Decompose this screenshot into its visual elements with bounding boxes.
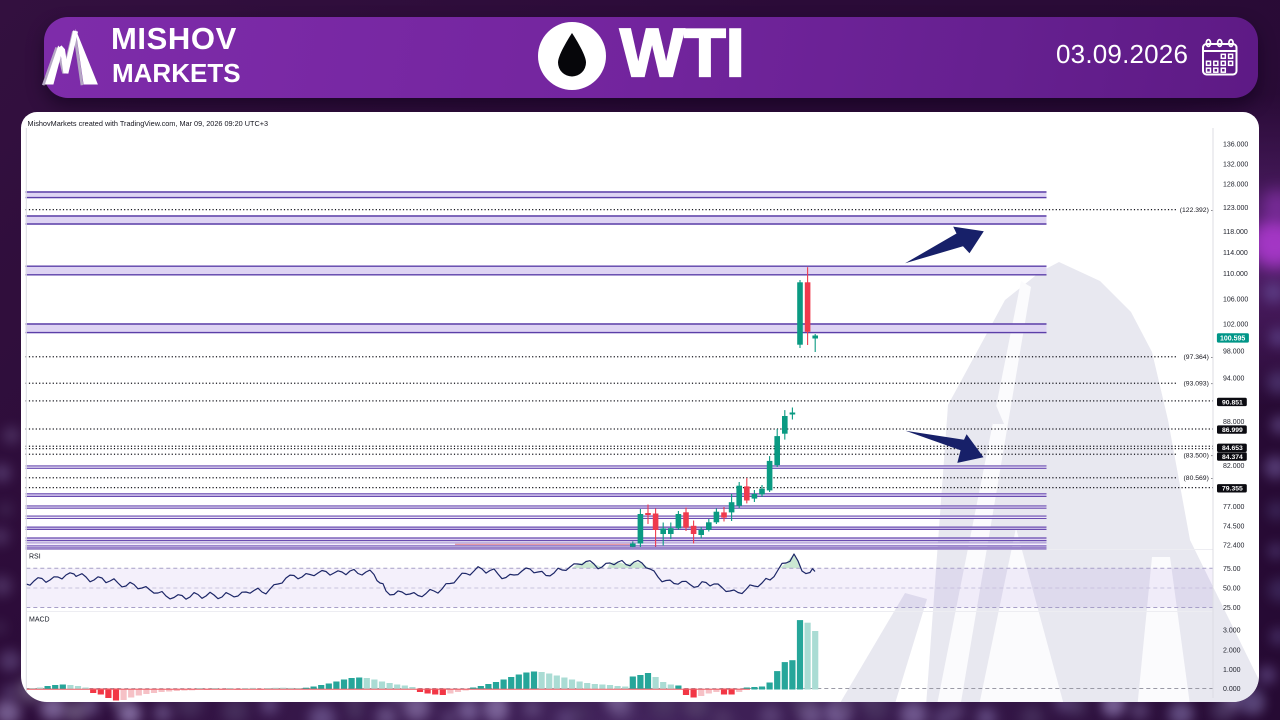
svg-text:(83.500) -: (83.500) -	[1184, 452, 1213, 459]
svg-text:MishovMarkets created with Tra: MishovMarkets created with TradingView.c…	[28, 119, 269, 128]
svg-text:25.00: 25.00	[1223, 605, 1241, 612]
svg-text:(122.392) -: (122.392) -	[1180, 207, 1213, 214]
svg-text:136.000: 136.000	[1223, 142, 1248, 149]
svg-text:72.400: 72.400	[1223, 543, 1245, 550]
svg-text:123.000: 123.000	[1223, 205, 1248, 212]
svg-text:RSI: RSI	[29, 554, 41, 561]
svg-text:77.000: 77.000	[1223, 504, 1245, 511]
svg-text:100.595: 100.595	[1220, 336, 1245, 343]
svg-text:79.355: 79.355	[1222, 486, 1243, 493]
svg-text:0.000: 0.000	[1223, 686, 1241, 693]
svg-text:1.000: 1.000	[1223, 667, 1241, 674]
svg-text:88.000: 88.000	[1223, 419, 1245, 426]
svg-text:74.500: 74.500	[1223, 524, 1245, 531]
svg-text:90.851: 90.851	[1222, 399, 1243, 406]
svg-text:110.000: 110.000	[1223, 271, 1248, 278]
svg-text:94.000: 94.000	[1223, 375, 1245, 382]
svg-text:86.999: 86.999	[1222, 427, 1243, 434]
svg-text:MACD: MACD	[29, 617, 50, 624]
svg-text:114.000: 114.000	[1223, 250, 1248, 257]
svg-text:118.000: 118.000	[1223, 229, 1248, 236]
svg-text:(93.093) -: (93.093) -	[1184, 381, 1213, 388]
svg-text:98.000: 98.000	[1223, 349, 1245, 356]
svg-text:84.374: 84.374	[1222, 454, 1243, 461]
svg-text:50.00: 50.00	[1223, 586, 1241, 593]
svg-text:84.653: 84.653	[1222, 445, 1243, 452]
svg-text:82.000: 82.000	[1223, 463, 1245, 470]
svg-text:(97.364) -: (97.364) -	[1184, 354, 1213, 361]
svg-text:2.000: 2.000	[1223, 648, 1241, 655]
svg-text:75.00: 75.00	[1223, 566, 1241, 573]
svg-text:102.000: 102.000	[1223, 322, 1248, 329]
svg-text:128.000: 128.000	[1223, 181, 1248, 188]
svg-text:132.000: 132.000	[1223, 162, 1248, 169]
svg-text:106.000: 106.000	[1223, 297, 1248, 304]
svg-text:(80.569) -: (80.569) -	[1184, 475, 1213, 482]
svg-text:3.000: 3.000	[1223, 628, 1241, 635]
